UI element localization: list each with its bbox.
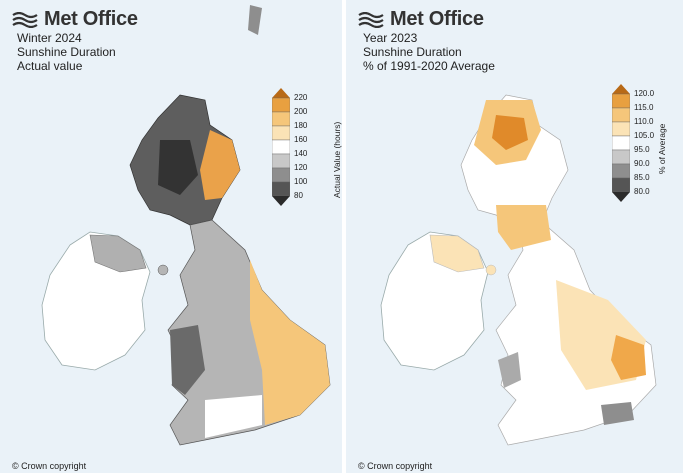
legend-tick-label: 115.0 xyxy=(634,103,654,112)
colorbar-segment xyxy=(611,163,631,179)
southern-scotland-sunny xyxy=(496,205,551,250)
colorbar-segment xyxy=(271,111,291,127)
legend-axis-label: Actual Value (hours) xyxy=(332,121,342,198)
title-line: % of 1991-2020 Average xyxy=(363,59,495,73)
uk-sunshine-anomaly-map xyxy=(380,94,657,446)
map-title: Winter 2024 Sunshine Duration Actual val… xyxy=(17,31,116,73)
northern-ireland-region xyxy=(429,234,485,273)
colorbar-segment xyxy=(611,121,631,137)
copyright-notice: © Crown copyright xyxy=(358,461,433,471)
shetland-islands xyxy=(248,5,262,35)
map-title: Year 2023 Sunshine Duration % of 1991-20… xyxy=(363,31,495,73)
colorbar-segment xyxy=(611,135,631,151)
east-england-sunny xyxy=(250,260,330,425)
east-anglia-peak xyxy=(611,335,646,380)
colorbar-segment xyxy=(271,97,291,113)
met-office-brand: Met Office xyxy=(358,8,484,31)
title-line: Sunshine Duration xyxy=(17,45,116,59)
scotland-northeast-sunny xyxy=(200,130,240,200)
title-line: Actual value xyxy=(17,59,83,73)
scotland-dark-core xyxy=(158,140,198,195)
colorbar-segment xyxy=(271,139,291,155)
legend-tick-label: 95.0 xyxy=(634,145,650,154)
colorbar-bottom-arrow xyxy=(612,192,630,202)
legend-tick-label: 100 xyxy=(294,177,308,186)
colorbar-top-arrow xyxy=(612,84,630,94)
legend-tick-label: 160 xyxy=(294,135,308,144)
wales-dark xyxy=(170,325,205,395)
colorbar-segment xyxy=(611,93,631,109)
colorbar-segment xyxy=(611,177,631,193)
colorbar-bottom-arrow xyxy=(272,196,290,206)
legend-tick-label: 220 xyxy=(294,93,308,102)
colorbar-segment xyxy=(611,107,631,123)
legend: 220 200 180 160 140 120 100 80 Actual Value (ho… xyxy=(271,88,342,208)
legend-axis-label: % of Average xyxy=(657,123,667,174)
southeast-dull xyxy=(601,402,634,425)
colorbar-segment xyxy=(271,167,291,183)
wales-dull xyxy=(498,352,521,388)
legend-colorbar xyxy=(271,88,291,206)
legend-tick-label: 120.0 xyxy=(634,89,655,98)
map-panel-winter-2024: Met Office Winter 2024 Sunshine Duration… xyxy=(0,0,342,473)
legend-colorbar xyxy=(611,84,631,202)
legend-tick-label: 110.0 xyxy=(634,117,654,126)
isle-of-man xyxy=(485,264,497,276)
legend-tick-label: 200 xyxy=(294,107,308,116)
met-office-waves-icon xyxy=(358,11,384,28)
title-line: Sunshine Duration xyxy=(363,45,462,59)
colorbar-segment xyxy=(271,153,291,169)
legend-tick-label: 80 xyxy=(294,191,303,200)
met-office-brand: Met Office xyxy=(12,8,138,31)
colorbar-segment xyxy=(611,149,631,165)
legend-tick-label: 90.0 xyxy=(634,159,650,168)
title-line: Year 2023 xyxy=(363,31,418,45)
uk-sunshine-map xyxy=(41,5,331,446)
legend-tick-label: 180 xyxy=(294,121,308,130)
legend-tick-label: 120 xyxy=(294,163,308,172)
colorbar-segment xyxy=(271,125,291,141)
colorbar-top-arrow xyxy=(272,88,290,98)
legend-tick-label: 85.0 xyxy=(634,173,650,182)
northern-ireland-region xyxy=(89,234,147,273)
isle-of-man xyxy=(157,264,169,276)
colorbar-segment xyxy=(271,181,291,197)
southeast-white xyxy=(205,395,262,438)
title-line: Winter 2024 xyxy=(17,31,82,45)
scotland-highland-peak xyxy=(492,115,528,150)
legend-tick-label: 140 xyxy=(294,149,308,158)
met-office-waves-icon xyxy=(12,11,38,28)
map-panel-year-2023: Met Office Year 2023 Sunshine Duration %… xyxy=(346,0,683,473)
legend: 120.0 115.0 110.0 105.0 95.0 90.0 85.0 80.0 % o… xyxy=(611,84,682,204)
copyright-notice: © Crown copyright xyxy=(12,461,87,471)
legend-tick-label: 80.0 xyxy=(634,187,650,196)
legend-tick-label: 105.0 xyxy=(634,131,655,140)
brand-name: Met Office xyxy=(390,8,484,30)
brand-name: Met Office xyxy=(44,8,138,30)
